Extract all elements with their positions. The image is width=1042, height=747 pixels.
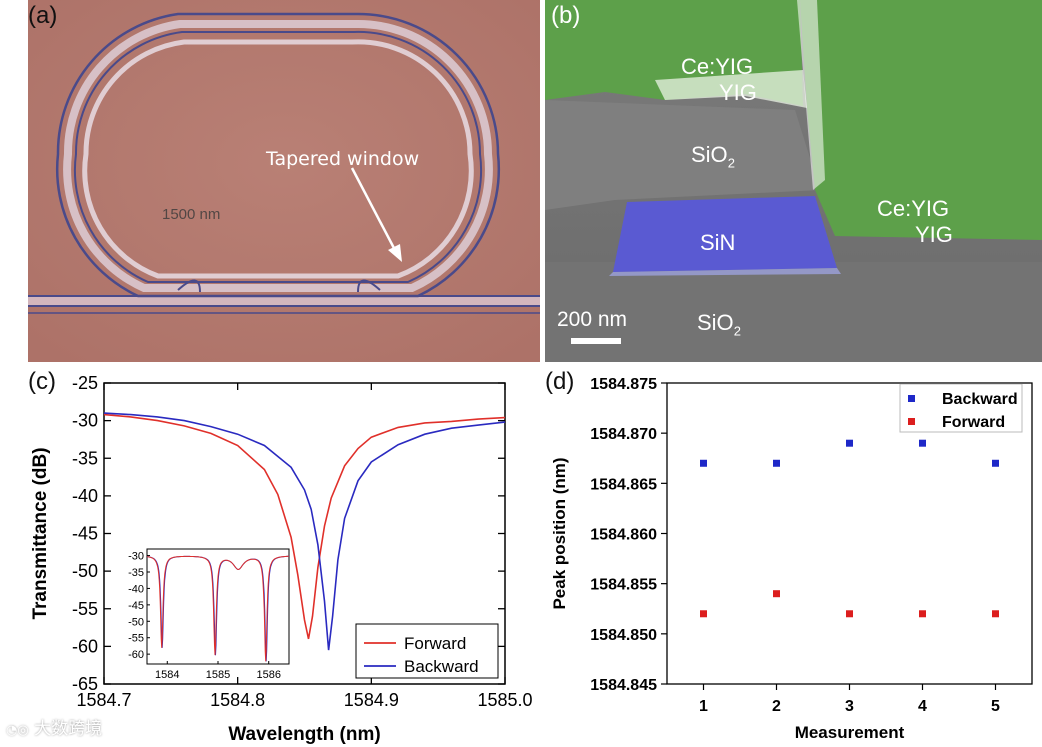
y-tick-label: -35 bbox=[72, 448, 98, 468]
panel-b-sem: (b) Ce:YIG YIG SiO2 Ce:YIG YIG SiN SiO2 … bbox=[545, 0, 1042, 362]
inset-x-tick-label: 1585 bbox=[206, 669, 230, 681]
sio2-upper-label: SiO2 bbox=[691, 142, 735, 171]
inset-y-tick-label: -35 bbox=[128, 567, 144, 579]
y-tick-label: 1584.875 bbox=[590, 376, 657, 393]
legend-label-forward: Forward bbox=[404, 634, 466, 653]
panel-d-label: (d) bbox=[545, 368, 575, 395]
panel-c-chart: 1584.7 1584.8 1584.9 1585.0 -25 -30 -35 -40 -45 -… bbox=[0, 366, 545, 747]
x-tick-label: 3 bbox=[845, 698, 854, 715]
ce-yig-top-label: Ce:YIG bbox=[681, 54, 754, 79]
y-tick-label: -45 bbox=[72, 524, 98, 544]
transmittance-chart: 1584.7 1584.8 1584.9 1585.0 -25 -30 -35 -40 -45 -… bbox=[30, 373, 533, 745]
watermark-logo-icon: ◔◎ bbox=[6, 723, 29, 738]
sem-cross-section-image bbox=[545, 0, 1042, 362]
y-tick-label: 1584.860 bbox=[590, 527, 657, 544]
legend-box bbox=[355, 623, 499, 679]
legend-swatch-forward bbox=[908, 418, 915, 425]
peak-position-chart: 1 2 3 4 5 1584.875 1584.870 1584.865 1584.860 158… bbox=[550, 376, 1033, 742]
x-axis-label: Wavelength (nm) bbox=[228, 724, 380, 745]
inset-y-tick-label: -40 bbox=[128, 583, 144, 595]
ce-yig-right-label: Ce:YIG bbox=[877, 196, 950, 221]
x-tick-label: 1584.8 bbox=[210, 690, 265, 710]
y-tick-label: 1584.865 bbox=[590, 476, 657, 493]
data-point-forward bbox=[846, 610, 853, 618]
y-tick-label: -55 bbox=[72, 599, 98, 619]
ring-resonator-image bbox=[28, 0, 540, 362]
legend-box bbox=[899, 383, 1023, 433]
inset-series-forward bbox=[147, 555, 289, 662]
yig-right-label: YIG bbox=[915, 222, 953, 247]
legend: Forward Backward bbox=[355, 623, 499, 679]
inset-x-tick-label: 1586 bbox=[256, 669, 280, 681]
x-tick-label: 5 bbox=[991, 698, 1000, 715]
inset-y-tick-label: -30 bbox=[128, 551, 144, 563]
panel-a-label: (a) bbox=[28, 2, 58, 29]
panel-c-label: (c) bbox=[28, 368, 56, 395]
inset-y-tick-label: -60 bbox=[128, 649, 144, 661]
sin-label: SiN bbox=[700, 230, 736, 255]
legend-label-backward: Backward bbox=[942, 391, 1018, 408]
inset-y-tick-label: -55 bbox=[128, 633, 144, 645]
inset-x-tick-label: 1584 bbox=[155, 669, 179, 681]
x-tick-label: 1584.9 bbox=[344, 690, 399, 710]
y-tick-label: 1584.845 bbox=[590, 677, 657, 694]
y-tick-label: -40 bbox=[72, 486, 98, 506]
legend-swatch-backward bbox=[908, 395, 915, 402]
data-point-backward bbox=[992, 459, 999, 467]
x-axis-label: Measurement bbox=[795, 723, 905, 742]
legend-label-backward: Backward bbox=[404, 657, 479, 676]
y-tick-label: 1584.870 bbox=[590, 426, 657, 443]
legend-label-forward: Forward bbox=[942, 414, 1005, 431]
panel-d-chart: 1 2 3 4 5 1584.875 1584.870 1584.865 1584.860 158… bbox=[545, 366, 1042, 747]
tapered-window-label: Tapered window bbox=[266, 148, 420, 170]
y-tick-label: -65 bbox=[72, 674, 98, 694]
inset-y-tick-label: -45 bbox=[128, 600, 144, 612]
x-tick-label: 1585.0 bbox=[477, 690, 532, 710]
y-tick-label: -25 bbox=[72, 373, 98, 393]
series-line-backward bbox=[103, 412, 506, 651]
y-tick-label: 1584.850 bbox=[590, 627, 657, 644]
data-point-backward bbox=[700, 459, 707, 467]
legend: Backward Forward bbox=[899, 383, 1023, 433]
y-axis-label: Peak position (nm) bbox=[550, 457, 569, 609]
data-point-backward bbox=[773, 459, 780, 467]
data-point-backward bbox=[846, 439, 853, 447]
x-tick-label: 1 bbox=[699, 698, 708, 715]
x-tick-label: 4 bbox=[918, 698, 927, 715]
y-tick-label: -30 bbox=[72, 411, 98, 431]
data-point-forward bbox=[773, 590, 780, 598]
data-point-forward bbox=[919, 610, 926, 618]
y-tick-label: 1584.855 bbox=[590, 577, 657, 594]
gap-annotation: 1500 nm bbox=[162, 206, 221, 223]
x-tick-label: 2 bbox=[772, 698, 781, 715]
panel-a-micrograph: (a) Tapered window 1500 nm bbox=[28, 0, 540, 362]
panel-b-label: (b) bbox=[551, 2, 581, 29]
scale-bar-label: 200 nm bbox=[557, 308, 628, 331]
series-line-forward bbox=[103, 413, 506, 640]
y-axis-label: Transmittance (dB) bbox=[30, 447, 51, 619]
y-tick-label: -50 bbox=[72, 561, 98, 581]
sio2-lower-label: SiO2 bbox=[697, 310, 741, 339]
x-tick-label: 1584.7 bbox=[76, 690, 131, 710]
data-point-backward bbox=[919, 439, 926, 447]
inset-y-tick-label: -50 bbox=[128, 616, 144, 628]
yig-top-label: YIG bbox=[719, 80, 757, 105]
data-point-forward bbox=[700, 610, 707, 618]
watermark: ◔◎ 大数跨境 bbox=[6, 719, 103, 739]
data-point-forward bbox=[992, 610, 999, 618]
y-tick-label: -60 bbox=[72, 636, 98, 656]
